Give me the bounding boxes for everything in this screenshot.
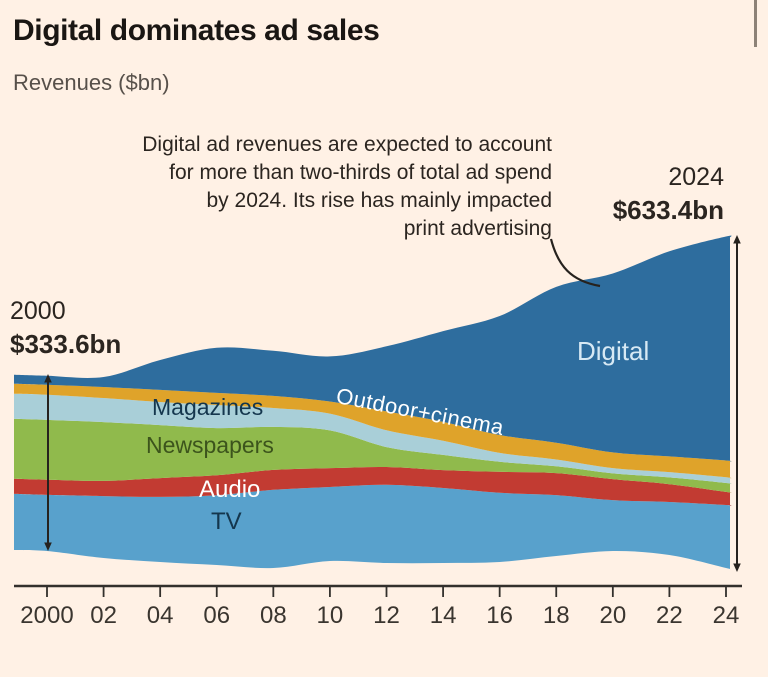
area-newspapers [14,418,732,493]
area-outdoor-cinema [14,383,732,479]
left-range-arrow [44,374,52,551]
area-tv [14,484,732,570]
callout-2000-year: 2000 [10,297,66,325]
x-axis-labels: 2000 02 04 06 08 10 12 14 16 18 20 22 24 [0,602,768,632]
series-label-digital: Digital [577,336,650,366]
x-axis-ticks [46,586,727,597]
annotation-connector-line [549,238,601,288]
series-label-tv: TV [211,508,242,535]
callout-2024-value: $633.4bn [612,195,724,225]
x-tick-label: 20 [599,602,627,629]
x-tick-label: 10 [316,602,344,629]
series-label-audio: Audio [199,476,261,503]
series-label-magazines: Magazines [152,394,264,420]
area-magazines [14,393,732,484]
page-title: Digital dominates ad sales [13,14,380,47]
x-tick-label: 04 [146,602,174,629]
series-label-newspapers: Newspapers [146,432,274,458]
annotation-line: Digital ad revenues are expected to acco… [142,133,552,156]
callout-2000: 2000 $333.6bn [10,297,121,360]
x-tick-label: 2000 [20,602,74,629]
x-tick-label: 18 [542,602,570,629]
x-tick-label: 24 [712,602,740,629]
stacked-areas [14,235,732,570]
annotation-line: for more than two-thirds of total ad spe… [169,161,552,184]
area-audio [14,466,732,506]
x-tick-label: 14 [429,602,457,629]
annotation-line: print advertising [403,217,552,240]
chart-subtitle: Revenues ($bn) [13,70,170,95]
right-range-arrow [733,235,741,572]
x-tick-label: 12 [373,602,400,629]
x-axis [14,584,742,597]
callout-2024-year: 2024 [668,163,724,191]
x-tick-label: 08 [259,602,287,629]
x-tick-label: 16 [486,602,514,629]
annotation-text: Digital ad revenues are expected to acco… [0,131,552,243]
callout-2024: 2024 $633.4bn [613,163,724,226]
x-tick-label: 06 [203,602,231,629]
area-digital [14,235,732,462]
x-tick-label: 02 [90,602,117,629]
x-tick-label: 22 [656,602,683,629]
callout-2000-value: $333.6bn [10,329,122,359]
page-edge-mark [754,0,757,47]
annotation-line: by 2024. Its rise has mainly impacted [206,189,553,212]
